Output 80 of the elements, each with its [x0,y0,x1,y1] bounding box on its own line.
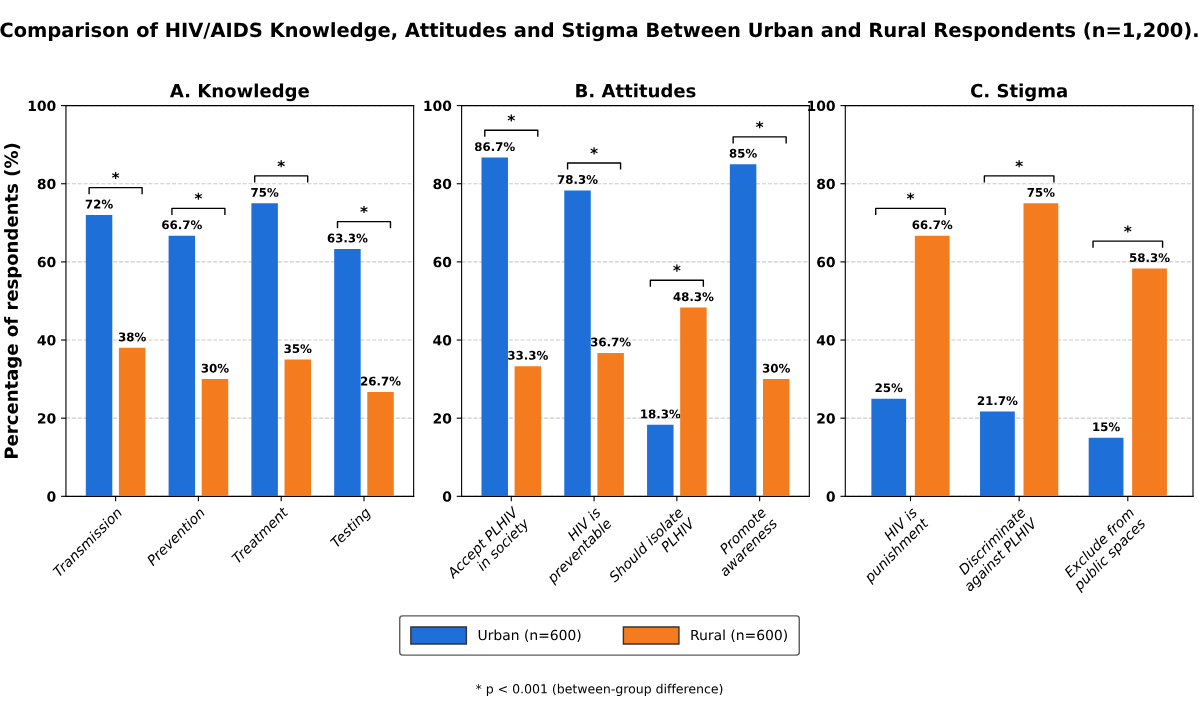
annotation: * [755,121,764,129]
text: 58.3% [1129,253,1170,263]
chart-title: A. Knowledge [169,83,309,102]
chart-title: B. Attitudes [576,83,696,98]
annotation: * [906,192,915,200]
annotation: * [360,205,368,214]
annotation: * [1015,160,1023,168]
bar [334,248,361,497]
bar [1023,203,1059,497]
annotation: * [277,160,285,168]
text: 66.7% [912,220,953,230]
y-tick-label: 60 [433,256,452,268]
bar [871,398,907,497]
bar [647,424,674,497]
annotation: * [194,192,203,200]
bar [284,359,311,497]
text: 66.7% [162,220,202,230]
bar [597,352,624,497]
y-tick-label: 60 [817,256,835,268]
bar [201,379,229,497]
text: 30% [201,363,229,373]
bar [168,235,196,497]
annotation: * [111,171,120,180]
y-tick-label: 0 [826,491,835,502]
y-tick-label: 80 [817,178,835,190]
bar [729,164,757,497]
bar [1088,437,1124,497]
text: 85% [729,148,757,158]
text: Comparison of HIV/AIDS Knowledge, Attitudes and Stigma Between Urban and Rural Respondents (n=1,200). [0,22,1198,42]
bar [367,392,394,497]
y-tick-label: 60 [37,256,56,268]
legend-label: Rural (n=600) [691,629,787,642]
y-tick-label: 100 [28,100,56,112]
y-tick-label: 0 [442,491,452,502]
text: 35% [284,344,312,354]
annotation: * [673,264,681,272]
bar [85,215,113,497]
text: 36.7% [590,337,631,347]
legend-label: Urban (n=600) [478,629,581,642]
text: 75% [1027,187,1055,197]
bar [914,235,950,497]
bar [762,379,790,497]
y-tick-label: 20 [433,413,452,424]
bar [251,203,278,497]
bar [1132,268,1167,497]
y-tick-label: 0 [47,491,56,502]
text: 25% [875,383,903,393]
y-tick-label: 40 [37,335,56,346]
bar [980,411,1015,497]
text: 15% [1093,422,1120,432]
bar [514,366,542,497]
text: 48.3% [673,292,714,302]
text: 86.7% [474,142,515,152]
text: 72% [85,199,113,209]
text: 78.3% [557,175,598,184]
chart-title: C. Stigma [970,83,1067,102]
annotation: * [507,114,515,122]
y-tick-label: 100 [424,100,452,112]
text: 21.7% [977,396,1018,406]
bar [118,347,146,497]
bar [680,307,707,497]
bar [564,190,591,497]
y-tick-label: 40 [433,335,452,346]
y-tick-label: 80 [433,178,452,190]
text: 30% [762,363,790,373]
bar [481,157,508,497]
y-axis-title: Percentage of respondents (%) [4,143,22,458]
text: 38% [118,332,146,342]
text: 63.3% [327,233,368,243]
text: 26.7% [361,376,401,386]
text: 33.3% [508,350,548,360]
y-tick-label: 20 [37,413,56,424]
text: 75% [251,187,279,197]
y-tick-label: 100 [808,100,835,112]
annotation: * [590,147,598,155]
y-tick-label: 80 [37,178,56,190]
annotation: * [1124,225,1132,233]
y-tick-label: 20 [817,413,835,424]
y-tick-label: 40 [816,335,835,346]
text: * p < 0.001 (between-group difference) [475,683,723,696]
